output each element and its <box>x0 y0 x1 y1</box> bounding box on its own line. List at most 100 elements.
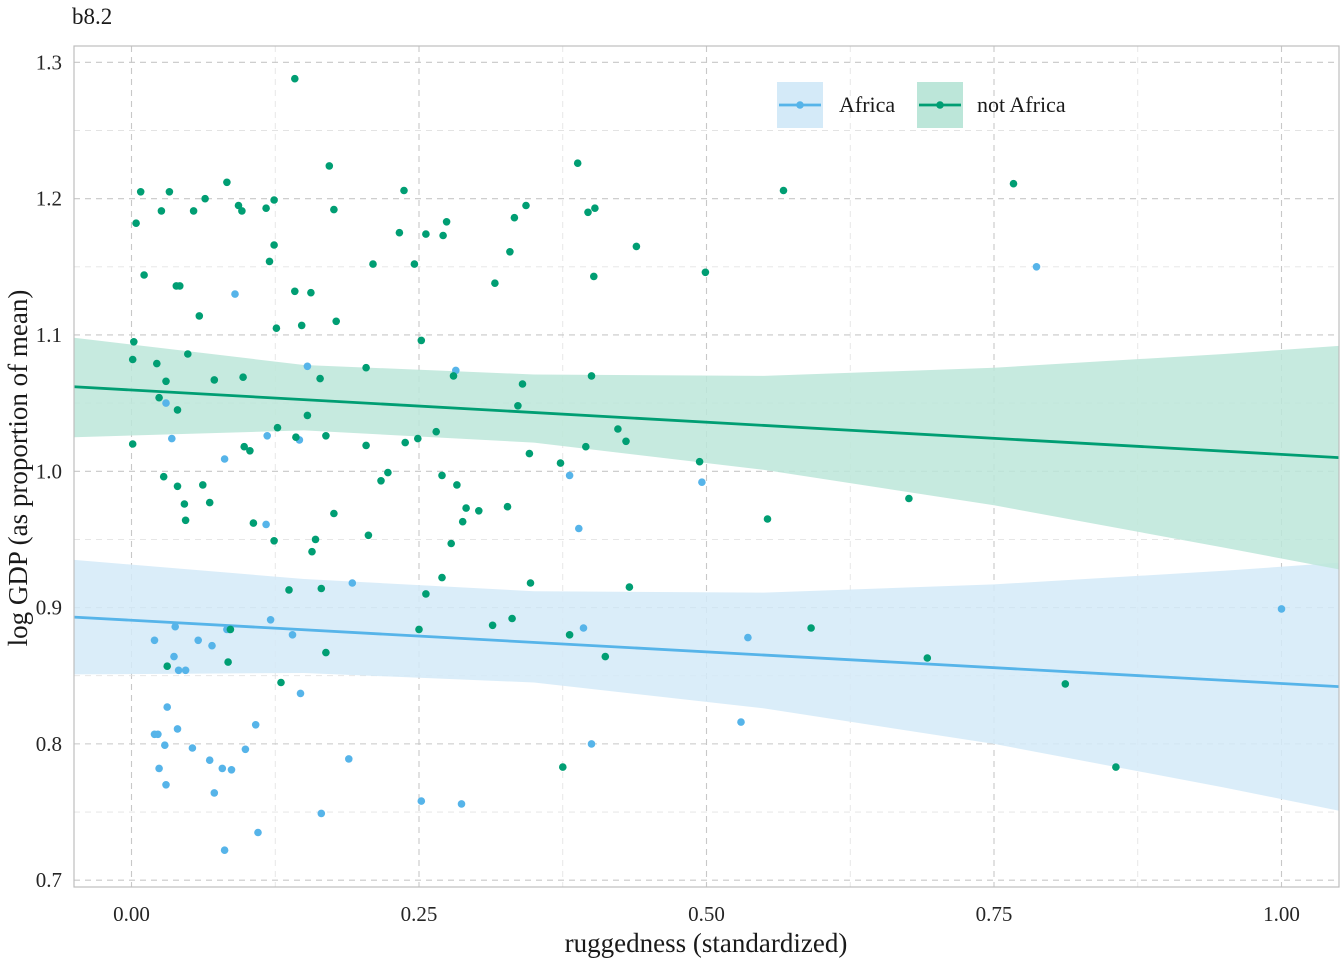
point-africa <box>173 725 182 733</box>
point-not-africa <box>614 425 622 433</box>
point-not-africa <box>384 468 392 477</box>
point-africa <box>263 432 272 440</box>
point-africa <box>194 636 202 645</box>
point-not-africa <box>526 579 535 587</box>
point-not-africa <box>226 625 235 634</box>
y-tick-label: 1.3 <box>36 50 62 74</box>
point-not-africa <box>322 648 330 657</box>
point-not-africa <box>590 272 598 281</box>
point-not-africa <box>525 449 534 458</box>
point-not-africa <box>189 207 198 215</box>
point-africa <box>737 718 745 726</box>
chart-title: b8.2 <box>72 4 112 29</box>
point-not-africa <box>184 350 192 358</box>
point-not-africa <box>439 231 447 240</box>
point-not-africa <box>506 248 514 256</box>
point-africa <box>181 666 190 675</box>
y-tick-label: 1.2 <box>36 187 62 211</box>
point-not-africa <box>625 583 634 591</box>
point-not-africa <box>701 268 710 277</box>
x-tick-label: 0.75 <box>976 902 1013 926</box>
point-not-africa <box>162 377 170 386</box>
point-not-africa <box>205 498 214 507</box>
point-not-africa <box>510 213 519 222</box>
point-not-africa <box>330 509 338 518</box>
point-not-africa <box>173 482 182 491</box>
point-not-africa <box>475 507 483 515</box>
point-not-africa <box>180 500 189 508</box>
point-not-africa <box>270 196 278 204</box>
point-not-africa <box>155 393 163 402</box>
point-not-africa <box>458 517 467 526</box>
y-tick-label: 1.1 <box>36 323 62 347</box>
x-axis-ticks: 0.00 0.25 0.50 0.75 1.00 <box>113 902 1300 926</box>
point-not-africa <box>422 230 430 238</box>
point-africa <box>565 471 574 480</box>
point-not-africa <box>273 423 282 432</box>
point-not-africa <box>303 411 312 420</box>
point-africa <box>162 399 170 407</box>
y-tick-label: 0.7 <box>36 868 62 892</box>
point-not-africa <box>240 442 248 451</box>
point-not-africa <box>292 433 300 442</box>
point-not-africa <box>1112 763 1120 771</box>
point-not-africa <box>195 312 204 320</box>
point-not-africa <box>270 537 278 545</box>
point-not-africa <box>807 624 815 632</box>
point-not-africa <box>128 355 137 364</box>
point-not-africa <box>332 317 341 326</box>
point-africa <box>220 455 229 463</box>
point-africa <box>266 616 275 624</box>
point-not-africa <box>556 459 565 467</box>
point-not-africa <box>414 434 422 443</box>
point-not-africa <box>779 186 788 195</box>
point-not-africa <box>622 437 630 446</box>
regression-lines <box>73 385 1340 689</box>
point-africa <box>205 756 214 764</box>
point-not-africa <box>165 188 174 196</box>
point-africa <box>220 846 229 854</box>
point-africa <box>210 789 219 797</box>
point-not-africa <box>157 207 166 215</box>
point-not-africa <box>522 201 530 210</box>
x-tick-label: 0.00 <box>113 902 150 926</box>
point-not-africa <box>223 178 231 187</box>
point-not-africa <box>362 363 370 372</box>
ribbon-not-africa <box>74 337 1339 570</box>
point-africa <box>163 703 171 711</box>
ribbon-africa <box>74 559 1339 811</box>
point-not-africa <box>285 586 293 594</box>
y-tick-label: 0.9 <box>36 596 62 620</box>
y-tick-label: 0.8 <box>36 732 62 756</box>
point-not-africa <box>224 658 232 666</box>
point-africa <box>317 809 326 818</box>
point-not-africa <box>130 338 138 346</box>
point-not-africa <box>447 539 456 548</box>
point-not-africa <box>410 260 419 268</box>
point-not-africa <box>201 194 209 203</box>
fit-line-not-africa <box>73 385 1340 460</box>
point-africa <box>457 800 466 808</box>
point-not-africa <box>438 573 446 582</box>
point-not-africa <box>173 406 182 414</box>
point-not-africa <box>601 652 610 661</box>
y-axis-ticks: 0.7 0.8 0.9 1.0 1.1 1.2 1.3 <box>36 50 62 892</box>
point-not-africa <box>210 376 219 384</box>
point-not-africa <box>234 201 243 210</box>
point-not-africa <box>632 242 641 251</box>
x-tick-label: 0.25 <box>401 902 438 926</box>
point-not-africa <box>308 547 316 556</box>
point-not-africa <box>491 279 499 288</box>
point-not-africa <box>587 372 596 380</box>
point-not-africa <box>422 590 430 598</box>
point-not-africa <box>438 471 446 480</box>
point-not-africa <box>136 188 145 196</box>
legend-label-not-africa: not Africa <box>977 92 1066 117</box>
point-not-africa <box>163 662 171 670</box>
point-not-africa <box>265 257 274 266</box>
legend-dot-africa <box>796 101 804 109</box>
point-africa <box>174 666 183 675</box>
point-not-africa <box>246 447 254 455</box>
point-africa <box>303 362 312 371</box>
